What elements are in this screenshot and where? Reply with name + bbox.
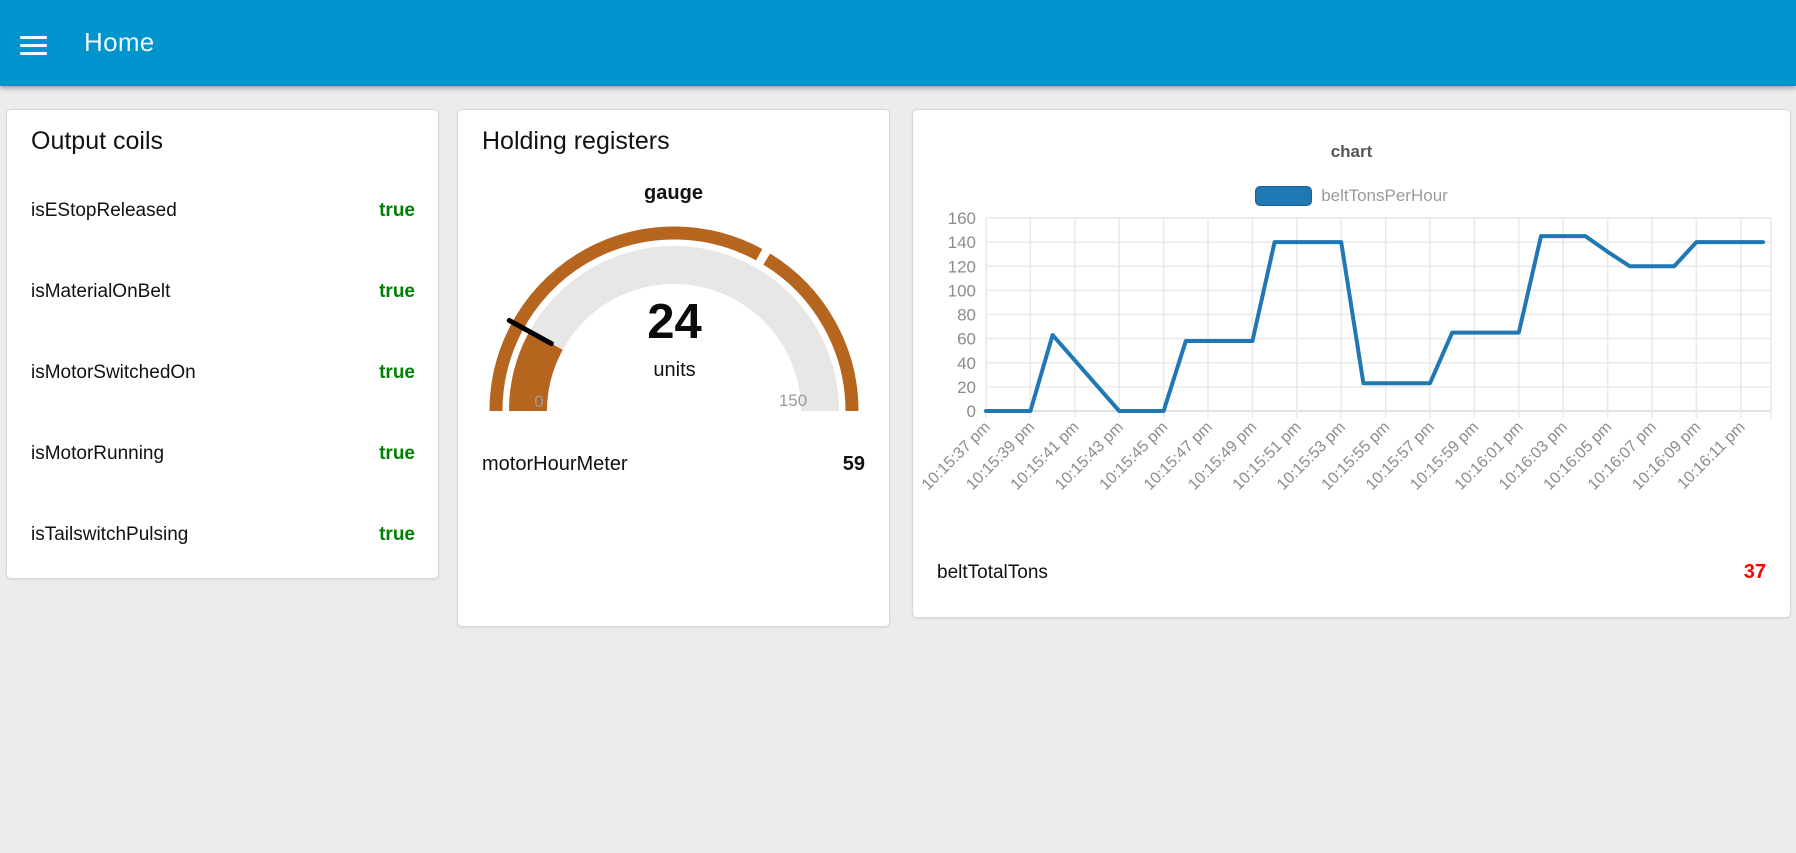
coil-label: isMotorSwitchedOn xyxy=(31,362,196,383)
chart-card: chart beltTonsPerHour 0 20 40 60 80 100 120 140… xyxy=(912,109,1791,618)
coil-row: isMotorSwitchedOn true xyxy=(31,360,415,386)
coil-label: isEStopReleased xyxy=(31,200,177,221)
coil-label: isMaterialOnBelt xyxy=(31,281,171,302)
gauge-value: 24 xyxy=(647,295,702,349)
chart-title: chart xyxy=(1330,142,1373,161)
y-tick-label: 20 xyxy=(957,378,976,397)
coil-label: isTailswitchPulsing xyxy=(31,524,189,545)
y-tick-label: 140 xyxy=(948,233,976,252)
card-title: Output coils xyxy=(31,127,164,155)
hamburger-icon xyxy=(20,36,48,55)
total-label: beltTotalTons xyxy=(937,561,1048,583)
gauge-units: units xyxy=(653,359,696,381)
gauge-widget xyxy=(489,226,859,412)
y-tick-label: 100 xyxy=(948,281,976,300)
chart-legend[interactable]: beltTonsPerHour xyxy=(913,186,1790,206)
page-title: Home xyxy=(84,27,155,57)
legend-swatch xyxy=(1255,186,1313,206)
gauge-max-label: 150 xyxy=(778,391,808,410)
register-row: motorHourMeter 59 xyxy=(482,453,865,476)
menu-button[interactable] xyxy=(12,27,56,61)
chart-line xyxy=(984,234,1765,413)
y-tick-label: 0 xyxy=(967,402,976,421)
legend-series-name: beltTonsPerHour xyxy=(1321,186,1448,205)
gauge-label: gauge xyxy=(644,182,703,204)
register-label: motorHourMeter xyxy=(482,453,628,475)
gauge-needle xyxy=(506,317,554,347)
coil-value: true xyxy=(379,443,415,464)
y-tick-label: 120 xyxy=(948,257,976,276)
coil-value: true xyxy=(379,524,415,545)
register-value: 59 xyxy=(842,453,865,475)
coil-value: true xyxy=(379,200,415,221)
header: Home xyxy=(0,0,1796,86)
card-title: Holding registers xyxy=(482,127,670,155)
y-tick-label: 160 xyxy=(948,209,976,228)
coil-row: isMotorRunning true xyxy=(31,441,415,467)
coil-value: true xyxy=(379,281,415,302)
total-value: 37 xyxy=(1743,561,1766,583)
coil-label: isMotorRunning xyxy=(31,443,165,464)
output-coils-card: Output coils isEStopReleased true isMate… xyxy=(6,109,439,579)
dashboard: Output coils isEStopReleased true isMate… xyxy=(0,86,1796,853)
holding-registers-card: Holding registers gauge 24 units 0 150 m… xyxy=(457,109,890,627)
coil-row: isTailswitchPulsing true xyxy=(31,522,415,548)
gauge-min-label: 0 xyxy=(534,392,544,411)
coil-row: isMaterialOnBelt true xyxy=(31,279,415,305)
coil-value: true xyxy=(379,362,415,383)
y-tick-label: 80 xyxy=(957,306,976,325)
y-tick-label: 40 xyxy=(957,354,976,373)
coil-row: isEStopReleased true xyxy=(31,198,415,224)
y-tick-label: 60 xyxy=(957,330,976,349)
total-row: beltTotalTons 37 xyxy=(937,561,1766,584)
